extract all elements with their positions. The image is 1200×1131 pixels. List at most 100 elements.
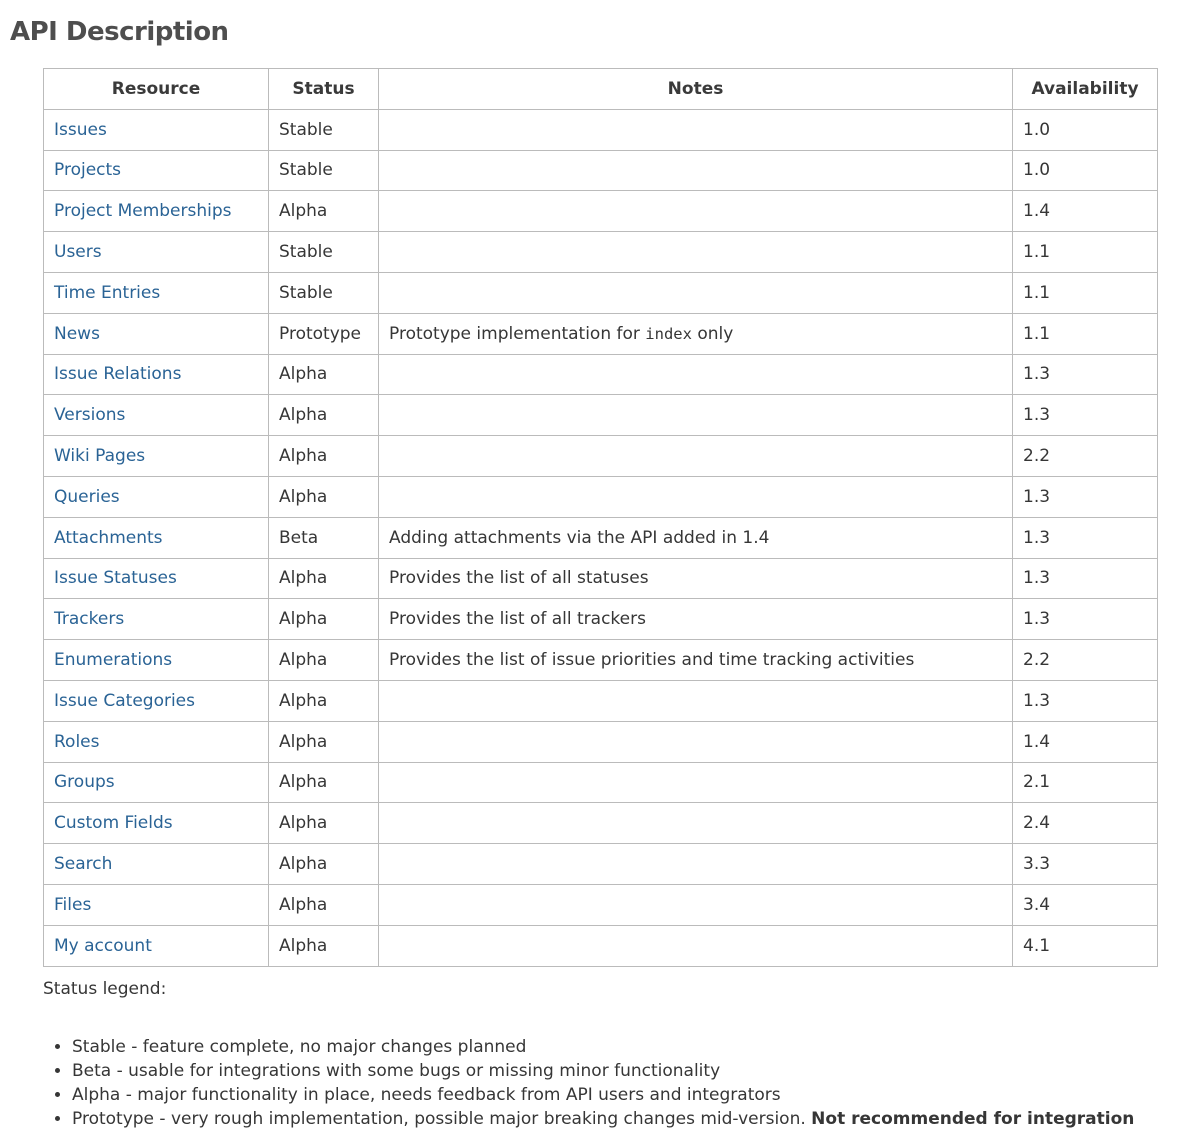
- notes-cell: [378, 843, 1013, 885]
- status-column-header: Status: [268, 68, 379, 110]
- notes-cell: Adding attachments via the API added in …: [378, 516, 1013, 559]
- resource-cell: Issue Relations: [43, 353, 269, 396]
- status-cell: Alpha: [268, 435, 379, 477]
- notes-cell: [378, 353, 1013, 396]
- page-title: API Description: [10, 17, 229, 47]
- status-cell: Stable: [268, 271, 379, 314]
- resource-link[interactable]: Versions: [54, 405, 126, 426]
- resource-link[interactable]: Issue Categories: [54, 690, 195, 711]
- status-cell: Alpha: [268, 679, 379, 722]
- notes-cell: [378, 271, 1013, 314]
- resource-cell: Issue Categories: [43, 679, 269, 722]
- status-cell: Alpha: [268, 924, 379, 967]
- table-row: Users Stable 1.1: [43, 231, 1158, 273]
- table-row: News Prototype Prototype implementation fo…: [43, 312, 1158, 355]
- resource-link[interactable]: Enumerations: [54, 650, 173, 671]
- notes-cell: [378, 679, 1013, 722]
- notes-cell: [378, 190, 1013, 233]
- resource-cell: Custom Fields: [43, 802, 269, 845]
- availability-cell: 1.3: [1012, 557, 1158, 600]
- table-row: Trackers Alpha Provides the list of all tr…: [43, 598, 1158, 641]
- resource-link[interactable]: Projects: [54, 160, 122, 181]
- notes-cell: Provides the list of all statuses: [378, 557, 1013, 600]
- status-cell: Alpha: [268, 598, 379, 641]
- status-cell: Alpha: [268, 394, 379, 437]
- notes-cell: [378, 883, 1013, 926]
- notes-cell: [378, 761, 1013, 804]
- resource-link[interactable]: Queries: [54, 486, 120, 507]
- status-cell: Alpha: [268, 883, 379, 926]
- table-row: Files Alpha 3.4: [43, 883, 1158, 926]
- notes-cell: [378, 231, 1013, 273]
- note-text: only: [691, 323, 734, 344]
- availability-cell: 2.1: [1012, 761, 1158, 804]
- availability-cell: 1.3: [1012, 353, 1158, 396]
- table-row: Issue Statuses Alpha Provides the list of …: [43, 557, 1158, 600]
- notes-cell: [378, 108, 1013, 151]
- availability-cell: 3.4: [1012, 883, 1158, 926]
- legend-item: Alpha - major functionality in place, ne…: [72, 1083, 1200, 1107]
- status-cell: Stable: [268, 108, 379, 151]
- resource-link[interactable]: Issue Statuses: [54, 568, 177, 589]
- resource-cell: Users: [43, 231, 269, 273]
- status-cell: Alpha: [268, 353, 379, 396]
- resource-link[interactable]: Trackers: [54, 609, 125, 630]
- notes-cell: Provides the list of all trackers: [378, 598, 1013, 641]
- notes-cell: Prototype implementation for index only: [378, 312, 1013, 355]
- availability-cell: 2.4: [1012, 802, 1158, 845]
- resource-cell: Issues: [43, 108, 269, 151]
- availability-cell: 1.0: [1012, 108, 1158, 151]
- resource-link[interactable]: Issues: [54, 119, 107, 140]
- availability-cell: 3.3: [1012, 843, 1158, 885]
- table-row: Projects Stable 1.0: [43, 149, 1158, 192]
- resource-cell: News: [43, 312, 269, 355]
- table-row: Issue Relations Alpha 1.3: [43, 353, 1158, 396]
- resource-cell: Enumerations: [43, 639, 269, 681]
- resource-link[interactable]: Wiki Pages: [54, 446, 146, 467]
- notes-cell: [378, 475, 1013, 518]
- availability-cell: 1.4: [1012, 720, 1158, 763]
- resource-link[interactable]: Groups: [54, 772, 115, 793]
- resource-link[interactable]: Roles: [54, 731, 100, 752]
- resource-cell: Issue Statuses: [43, 557, 269, 600]
- notes-cell: [378, 720, 1013, 763]
- availability-cell: 1.1: [1012, 312, 1158, 355]
- status-cell: Alpha: [268, 843, 379, 885]
- inline-code: index: [645, 324, 692, 343]
- status-cell: Alpha: [268, 720, 379, 763]
- legend-item-text: Stable - feature complete, no major chan…: [72, 1036, 527, 1057]
- table-row: Attachments Beta Adding attachments via th…: [43, 516, 1158, 559]
- resource-link[interactable]: Project Memberships: [54, 201, 232, 222]
- availability-cell: 4.1: [1012, 924, 1158, 967]
- notes-cell: [378, 924, 1013, 967]
- resource-cell: Queries: [43, 475, 269, 518]
- notes-cell: [378, 435, 1013, 477]
- resource-link[interactable]: Time Entries: [54, 282, 161, 303]
- availability-cell: 1.3: [1012, 394, 1158, 437]
- resource-link[interactable]: Custom Fields: [54, 813, 173, 834]
- notes-cell: [378, 149, 1013, 192]
- availability-cell: 2.2: [1012, 639, 1158, 681]
- resource-link[interactable]: Attachments: [54, 527, 163, 548]
- resource-link[interactable]: Users: [54, 242, 102, 263]
- resource-link[interactable]: My account: [54, 935, 152, 956]
- resource-link[interactable]: Issue Relations: [54, 364, 182, 385]
- resource-link[interactable]: Search: [54, 854, 113, 875]
- note-text: Prototype implementation for: [389, 323, 646, 344]
- table-row: Search Alpha 3.3: [43, 843, 1158, 885]
- legend-item-text: Beta - usable for integrations with some…: [72, 1060, 721, 1081]
- resource-cell: Projects: [43, 149, 269, 192]
- status-cell: Prototype: [268, 312, 379, 355]
- resource-link[interactable]: News: [54, 323, 100, 344]
- legend-item: Beta - usable for integrations with some…: [72, 1059, 1200, 1083]
- legend-item-text: Prototype - very rough implementation, p…: [72, 1108, 812, 1129]
- resource-cell: Groups: [43, 761, 269, 804]
- resource-cell: Wiki Pages: [43, 435, 269, 477]
- resource-cell: Search: [43, 843, 269, 885]
- legend-item: Prototype - very rough implementation, p…: [72, 1107, 1200, 1131]
- resource-link[interactable]: Files: [54, 894, 92, 915]
- notes-column-header: Notes: [378, 68, 1013, 110]
- availability-cell: 1.0: [1012, 149, 1158, 192]
- table-row: Issues Stable 1.0: [43, 108, 1158, 151]
- status-cell: Alpha: [268, 557, 379, 600]
